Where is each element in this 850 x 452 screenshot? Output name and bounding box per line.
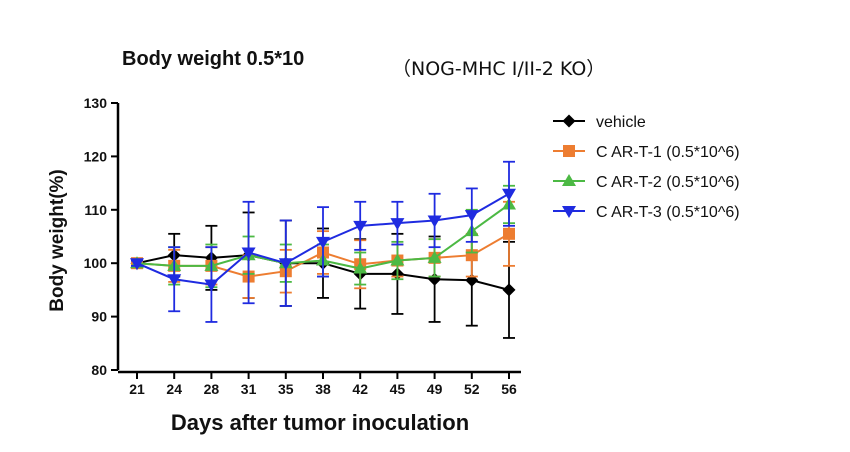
data-point <box>464 210 479 223</box>
x-axis-title: Days after tumor inoculation <box>171 410 469 435</box>
x-tick-label: 31 <box>241 381 257 397</box>
chart-title-wrap: Body weight 0.5*10 <box>122 48 304 71</box>
x-tick-label: 38 <box>315 381 331 397</box>
x-tick-label: 35 <box>278 381 294 397</box>
y-tick-label: 100 <box>84 255 108 271</box>
data-point <box>427 215 442 228</box>
y-axis-title: Body weight(%) <box>47 169 68 312</box>
x-tick-label: 52 <box>464 381 480 397</box>
data-point <box>353 220 368 233</box>
data-point <box>278 258 293 271</box>
data-point <box>390 218 405 231</box>
data-point <box>502 283 516 297</box>
y-tick-label: 130 <box>84 95 108 111</box>
legend-item-3: C AR-T-3 (0.5*10^6) <box>553 204 740 221</box>
legend-item-1: C AR-T-1 (0.5*10^6) <box>553 144 740 161</box>
axes: 80 90 100 110 120 130 21 24 28 31 35 38 42 45 49 52 56 Da… <box>47 95 521 435</box>
x-tick-label: 21 <box>129 381 145 397</box>
data-point <box>502 188 516 201</box>
chart-subtitle: （NOG-MHC I/II-2 KO） <box>392 58 606 80</box>
legend-item-0: vehicle <box>553 114 646 131</box>
y-tick-label: 120 <box>84 148 108 164</box>
legend-label: C AR-T-2 (0.5*10^6) <box>596 174 740 191</box>
data-point <box>503 227 515 240</box>
legend-swatch-marker <box>562 206 576 218</box>
series-3 <box>130 160 516 323</box>
legend-swatch-marker <box>563 145 575 157</box>
legend-swatch-marker <box>562 174 576 186</box>
legend-label: C AR-T-1 (0.5*10^6) <box>596 144 740 161</box>
data-point <box>316 236 330 249</box>
legend-swatch-marker <box>562 114 576 128</box>
x-tick-label: 24 <box>166 381 182 397</box>
x-tick-label: 45 <box>390 381 406 397</box>
data-point <box>130 258 144 271</box>
legend-label: vehicle <box>596 114 646 131</box>
data-point <box>353 261 368 274</box>
y-tick-label: 80 <box>91 362 107 378</box>
data-point <box>390 253 405 266</box>
y-tick-label: 90 <box>91 309 107 325</box>
x-tick-label: 56 <box>501 381 517 397</box>
x-tick-label: 28 <box>204 381 220 397</box>
chart-title: Body weight 0.5*10 <box>122 48 305 70</box>
legend-item-2: C AR-T-2 (0.5*10^6) <box>553 174 740 191</box>
data-point <box>427 250 442 263</box>
data-point <box>167 274 182 287</box>
legend-label: C AR-T-3 (0.5*10^6) <box>596 204 740 221</box>
data-point <box>241 247 256 260</box>
x-tick-label: 49 <box>427 381 443 397</box>
plot-area <box>130 160 516 339</box>
y-tick-label: 110 <box>84 202 107 218</box>
x-tick-label: 42 <box>352 381 368 397</box>
data-point <box>204 279 219 292</box>
legend: vehicle C AR-T-1 (0.5*10^6) C AR-T-2 (0.5*… <box>553 114 740 221</box>
